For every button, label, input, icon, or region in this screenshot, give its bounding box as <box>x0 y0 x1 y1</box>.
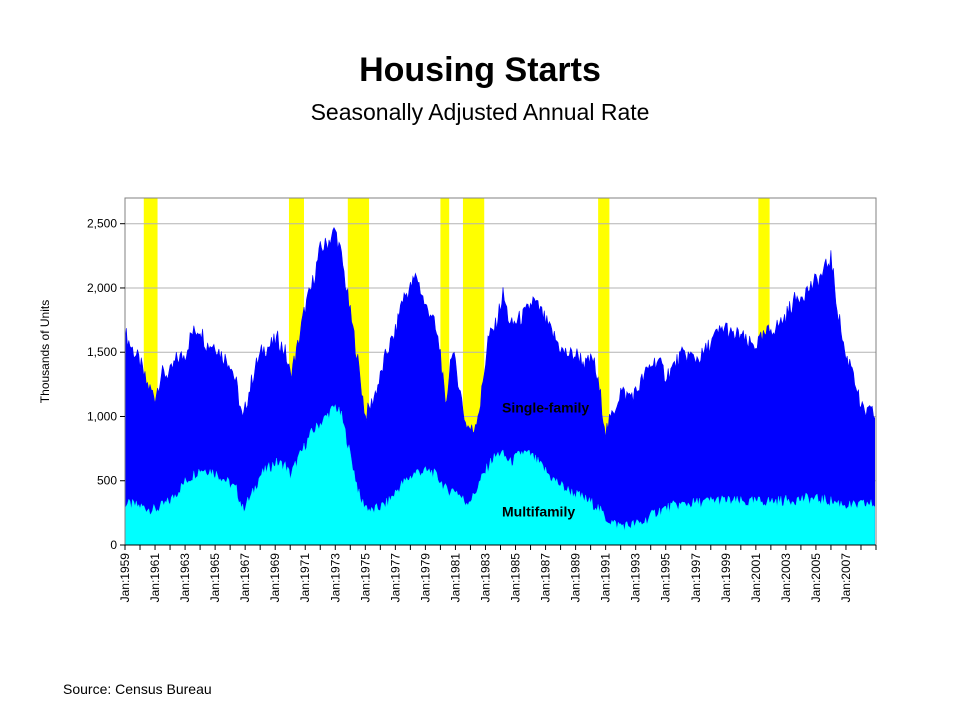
y-axis-title: Thousands of Units <box>38 300 52 403</box>
multifamily-label: Multifamily <box>502 504 575 520</box>
x-tick-label: Jan:2007 <box>839 553 853 603</box>
y-tick-label: 500 <box>97 474 117 488</box>
x-tick-label: Jan:1995 <box>659 553 673 603</box>
x-tick-label: Jan:1993 <box>629 553 643 603</box>
x-tick-label: Jan:1987 <box>539 553 553 603</box>
x-tick-label: Jan:1997 <box>689 553 703 603</box>
x-tick-label: Jan:1975 <box>358 553 372 603</box>
multifamily-area <box>124 403 875 546</box>
single-family-label: Single-family <box>502 399 589 415</box>
x-tick-label: Jan:1985 <box>509 553 523 603</box>
y-tick-label: 0 <box>110 538 117 552</box>
x-tick-label: Jan:2003 <box>779 553 793 603</box>
x-tick-label: Jan:1967 <box>238 553 252 603</box>
x-tick-label: Jan:1983 <box>479 553 493 603</box>
x-tick-label: Jan:1963 <box>178 553 192 603</box>
x-tick-label: Jan:1961 <box>148 553 162 603</box>
y-tick-label: 2,000 <box>87 281 117 295</box>
x-tick-label: Jan:1981 <box>448 553 462 603</box>
x-tick-label: Jan:1969 <box>268 553 282 603</box>
x-tick-label: Jan:2005 <box>809 553 823 603</box>
x-tick-label: Jan:1989 <box>569 553 583 603</box>
x-tick-label: Jan:1979 <box>418 553 432 603</box>
x-tick-label: Jan:1965 <box>208 553 222 603</box>
x-tick-label: Jan:1973 <box>328 553 342 603</box>
x-tick-label: Jan:1999 <box>719 553 733 603</box>
source-note: Source: Census Bureau <box>63 681 212 697</box>
x-tick-label: Jan:2001 <box>749 553 763 603</box>
y-tick-label: 1,500 <box>87 345 117 359</box>
y-tick-label: 2,500 <box>87 217 117 231</box>
x-tick-label: Jan:1971 <box>298 553 312 603</box>
x-tick-label: Jan:1991 <box>599 553 613 603</box>
y-tick-label: 1,000 <box>87 409 117 423</box>
x-tick-label: Jan:1959 <box>118 553 132 603</box>
chart-subtitle: Seasonally Adjusted Annual Rate <box>310 99 650 125</box>
recession-bar <box>440 198 450 545</box>
x-tick-label: Jan:1977 <box>388 553 402 603</box>
recession-bar <box>598 198 610 545</box>
chart-title: Housing Starts <box>359 51 601 89</box>
